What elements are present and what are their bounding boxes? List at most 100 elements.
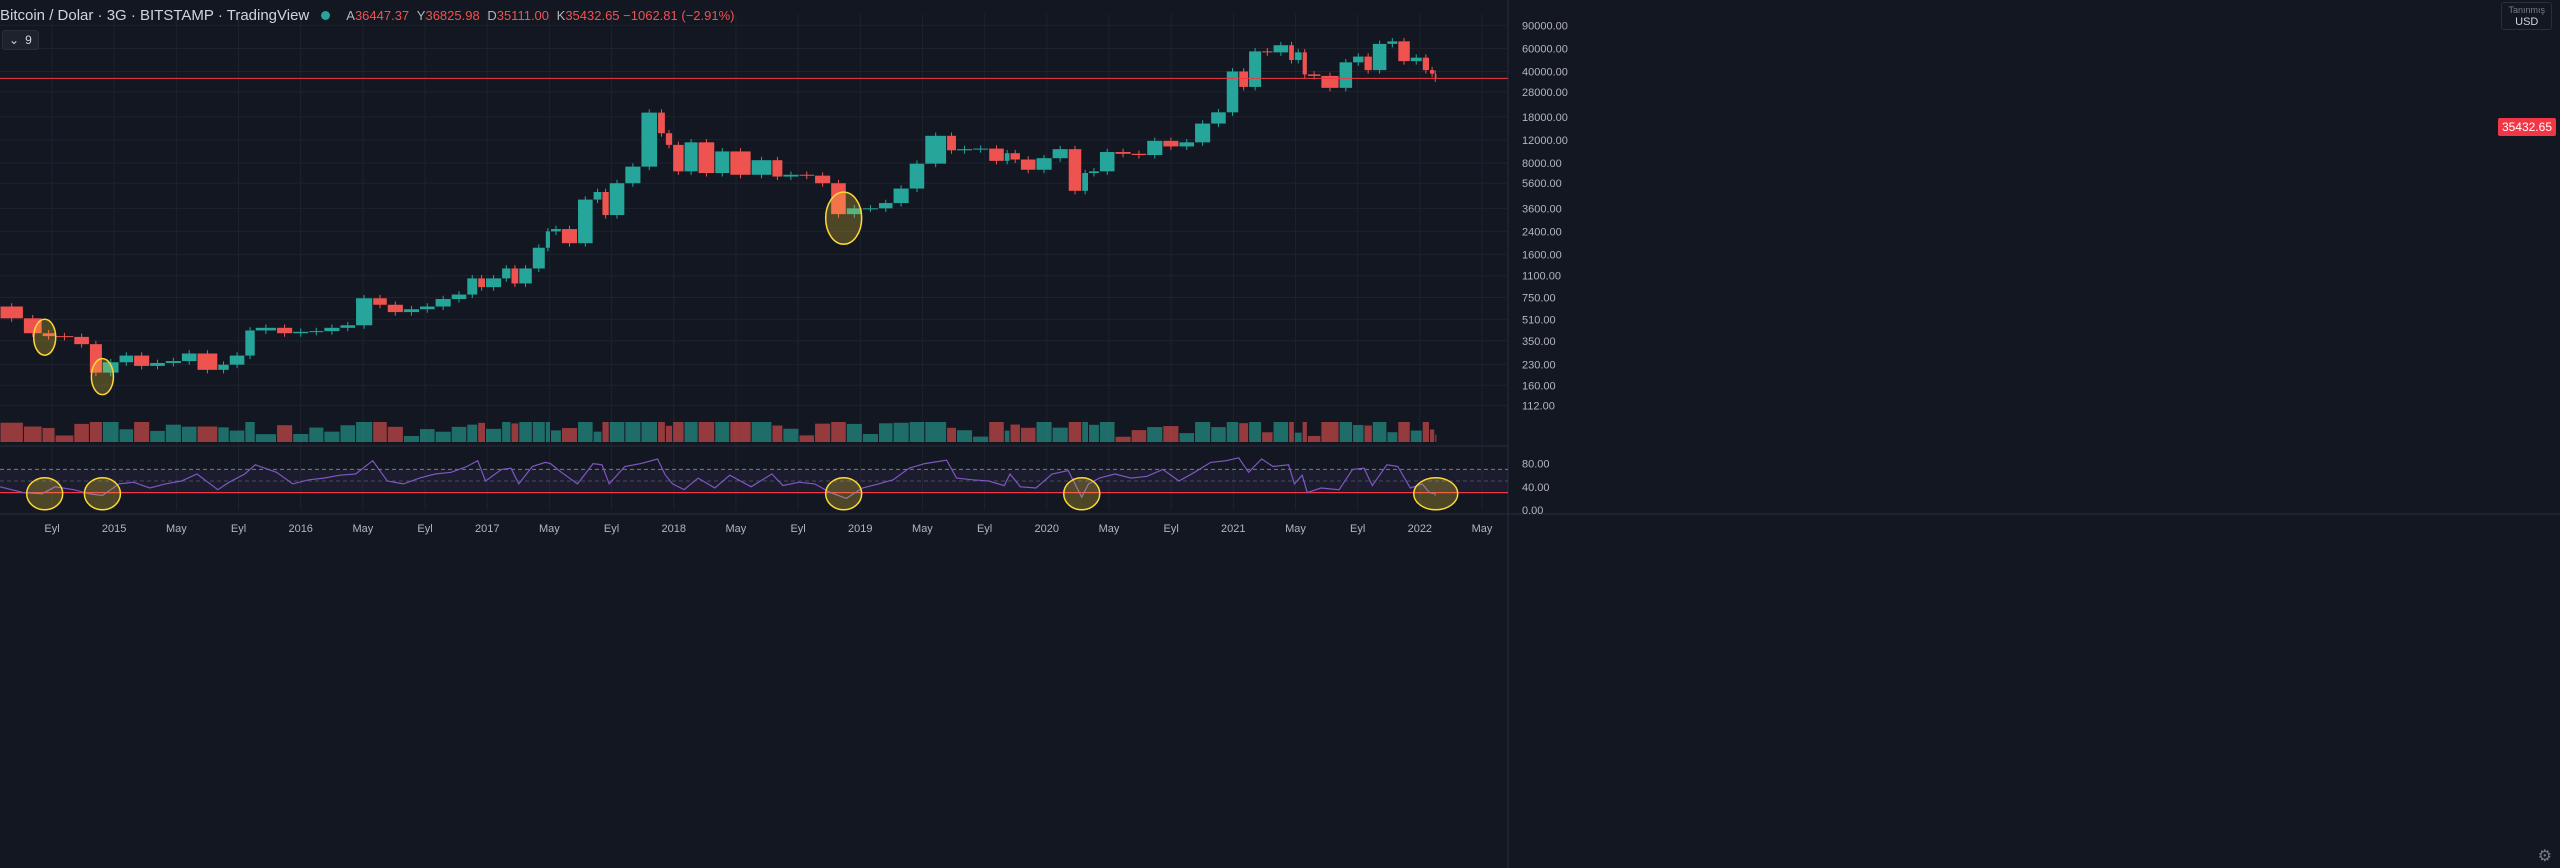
volume-bar <box>245 422 255 442</box>
volume-bar <box>1179 433 1195 442</box>
candle-body <box>511 268 519 284</box>
time-axis-label: Eyl <box>1163 523 1178 535</box>
price-axis-label: 2400.00 <box>1522 226 1562 238</box>
symbol-title[interactable]: Bitcoin / Dolar · 3G · BITSTAMP · Tradin… <box>0 6 310 24</box>
volume-bar <box>846 423 862 442</box>
rsi-highlight-ellipse <box>1062 477 1101 511</box>
rsi-axis-label: 80.00 <box>1522 459 1550 471</box>
time-axis-label: Eyl <box>1350 523 1365 535</box>
candle-body <box>532 247 545 269</box>
candle-body <box>519 268 532 284</box>
candle-body <box>1422 57 1430 71</box>
volume-bar <box>641 422 658 442</box>
price-highlight-ellipse <box>32 318 57 356</box>
price-axis-label: 230.00 <box>1522 360 1556 372</box>
candle-body <box>1131 153 1147 156</box>
candle-body <box>1302 52 1307 75</box>
volume-bar <box>1115 436 1131 442</box>
gear-icon[interactable]: ⚙ <box>2537 848 2552 865</box>
candle-body <box>181 353 197 362</box>
candle-body <box>550 229 561 232</box>
candle-body <box>602 191 609 216</box>
volume-bar <box>1321 422 1339 442</box>
candle-body <box>1353 56 1364 63</box>
volume-bar <box>609 422 625 442</box>
volume-bar <box>356 422 373 442</box>
candle-body <box>909 163 925 189</box>
volume-bar <box>532 422 545 442</box>
candle-body <box>1262 51 1273 53</box>
candle-body <box>340 325 356 328</box>
candle-body <box>502 268 511 279</box>
time-axis-label: 2015 <box>102 523 126 535</box>
volume-bar <box>1249 422 1262 442</box>
change-value: −1062.81 (−2.91%) <box>623 7 735 23</box>
volume-bar <box>783 428 799 442</box>
time-axis-label: Eyl <box>790 523 805 535</box>
price-axis-label: 28000.00 <box>1522 87 1568 99</box>
candle-body <box>42 333 55 337</box>
price-axis-label: 1600.00 <box>1522 249 1562 261</box>
volume-bar <box>893 422 909 442</box>
candle-body <box>1082 173 1089 191</box>
volume-bar <box>1163 426 1179 442</box>
volume-bar <box>165 424 181 442</box>
candle-body <box>356 298 373 326</box>
candle-body <box>684 142 698 172</box>
currency-selector[interactable]: Tanınmış USD <box>2501 2 2552 30</box>
price-axis-label: 90000.00 <box>1522 20 1568 32</box>
volume-bar <box>1010 424 1020 442</box>
volume-bar <box>799 435 815 442</box>
low-value: 35111.00 <box>496 7 550 23</box>
volume-bar <box>1294 432 1302 442</box>
volume-bar <box>293 434 309 442</box>
candle-body <box>625 166 641 184</box>
volume-bar <box>831 422 846 442</box>
rsi-axis-label: 40.00 <box>1522 482 1550 494</box>
volume-bar <box>772 425 783 442</box>
time-axis-label: 2017 <box>475 523 499 535</box>
high-label: Y <box>416 7 426 23</box>
price-axis-label: 112.00 <box>1522 401 1555 413</box>
candle-body <box>698 142 715 174</box>
volume-bar <box>1307 435 1321 442</box>
candle-body <box>403 309 419 313</box>
volume-bar <box>715 422 730 442</box>
time-axis-label: 2022 <box>1408 523 1432 535</box>
volume-bar <box>218 427 229 442</box>
candle-body <box>578 199 593 244</box>
candle-body <box>973 148 989 150</box>
volume-bar <box>602 422 609 442</box>
volume-bar <box>419 429 435 442</box>
last-price-tag: 35432.65 <box>2497 118 2556 136</box>
volume-bar <box>102 422 119 442</box>
candle-body <box>102 362 119 373</box>
volume-bar <box>909 422 925 442</box>
candle-body <box>150 362 165 366</box>
volume-bar <box>403 435 419 442</box>
volume-bar <box>1353 424 1364 442</box>
indicator-toggle-button[interactable]: ⌄ 9 <box>2 30 39 50</box>
volume-bar <box>502 422 511 442</box>
time-axis-label: May <box>1099 523 1120 535</box>
candle-body <box>1010 153 1020 160</box>
price-axis-label: 750.00 <box>1522 292 1556 304</box>
volume-bar <box>150 430 165 442</box>
candle-body <box>165 361 181 363</box>
volume-bar <box>973 436 989 442</box>
volume-bar <box>1387 432 1398 442</box>
candle-body <box>1289 45 1294 60</box>
candle-body <box>1410 57 1422 62</box>
candle-body <box>1321 75 1339 88</box>
price-axis-label: 12000.00 <box>1522 135 1568 147</box>
candle-body <box>1398 41 1410 62</box>
candle-body <box>658 112 665 134</box>
volume-bar <box>1147 427 1163 442</box>
volume-bar <box>1302 422 1307 442</box>
candle-body <box>451 294 467 300</box>
low-label: D <box>487 7 497 23</box>
price-highlight-ellipse <box>824 191 863 245</box>
volume-bar <box>1052 427 1068 442</box>
candle-body <box>989 148 1004 161</box>
